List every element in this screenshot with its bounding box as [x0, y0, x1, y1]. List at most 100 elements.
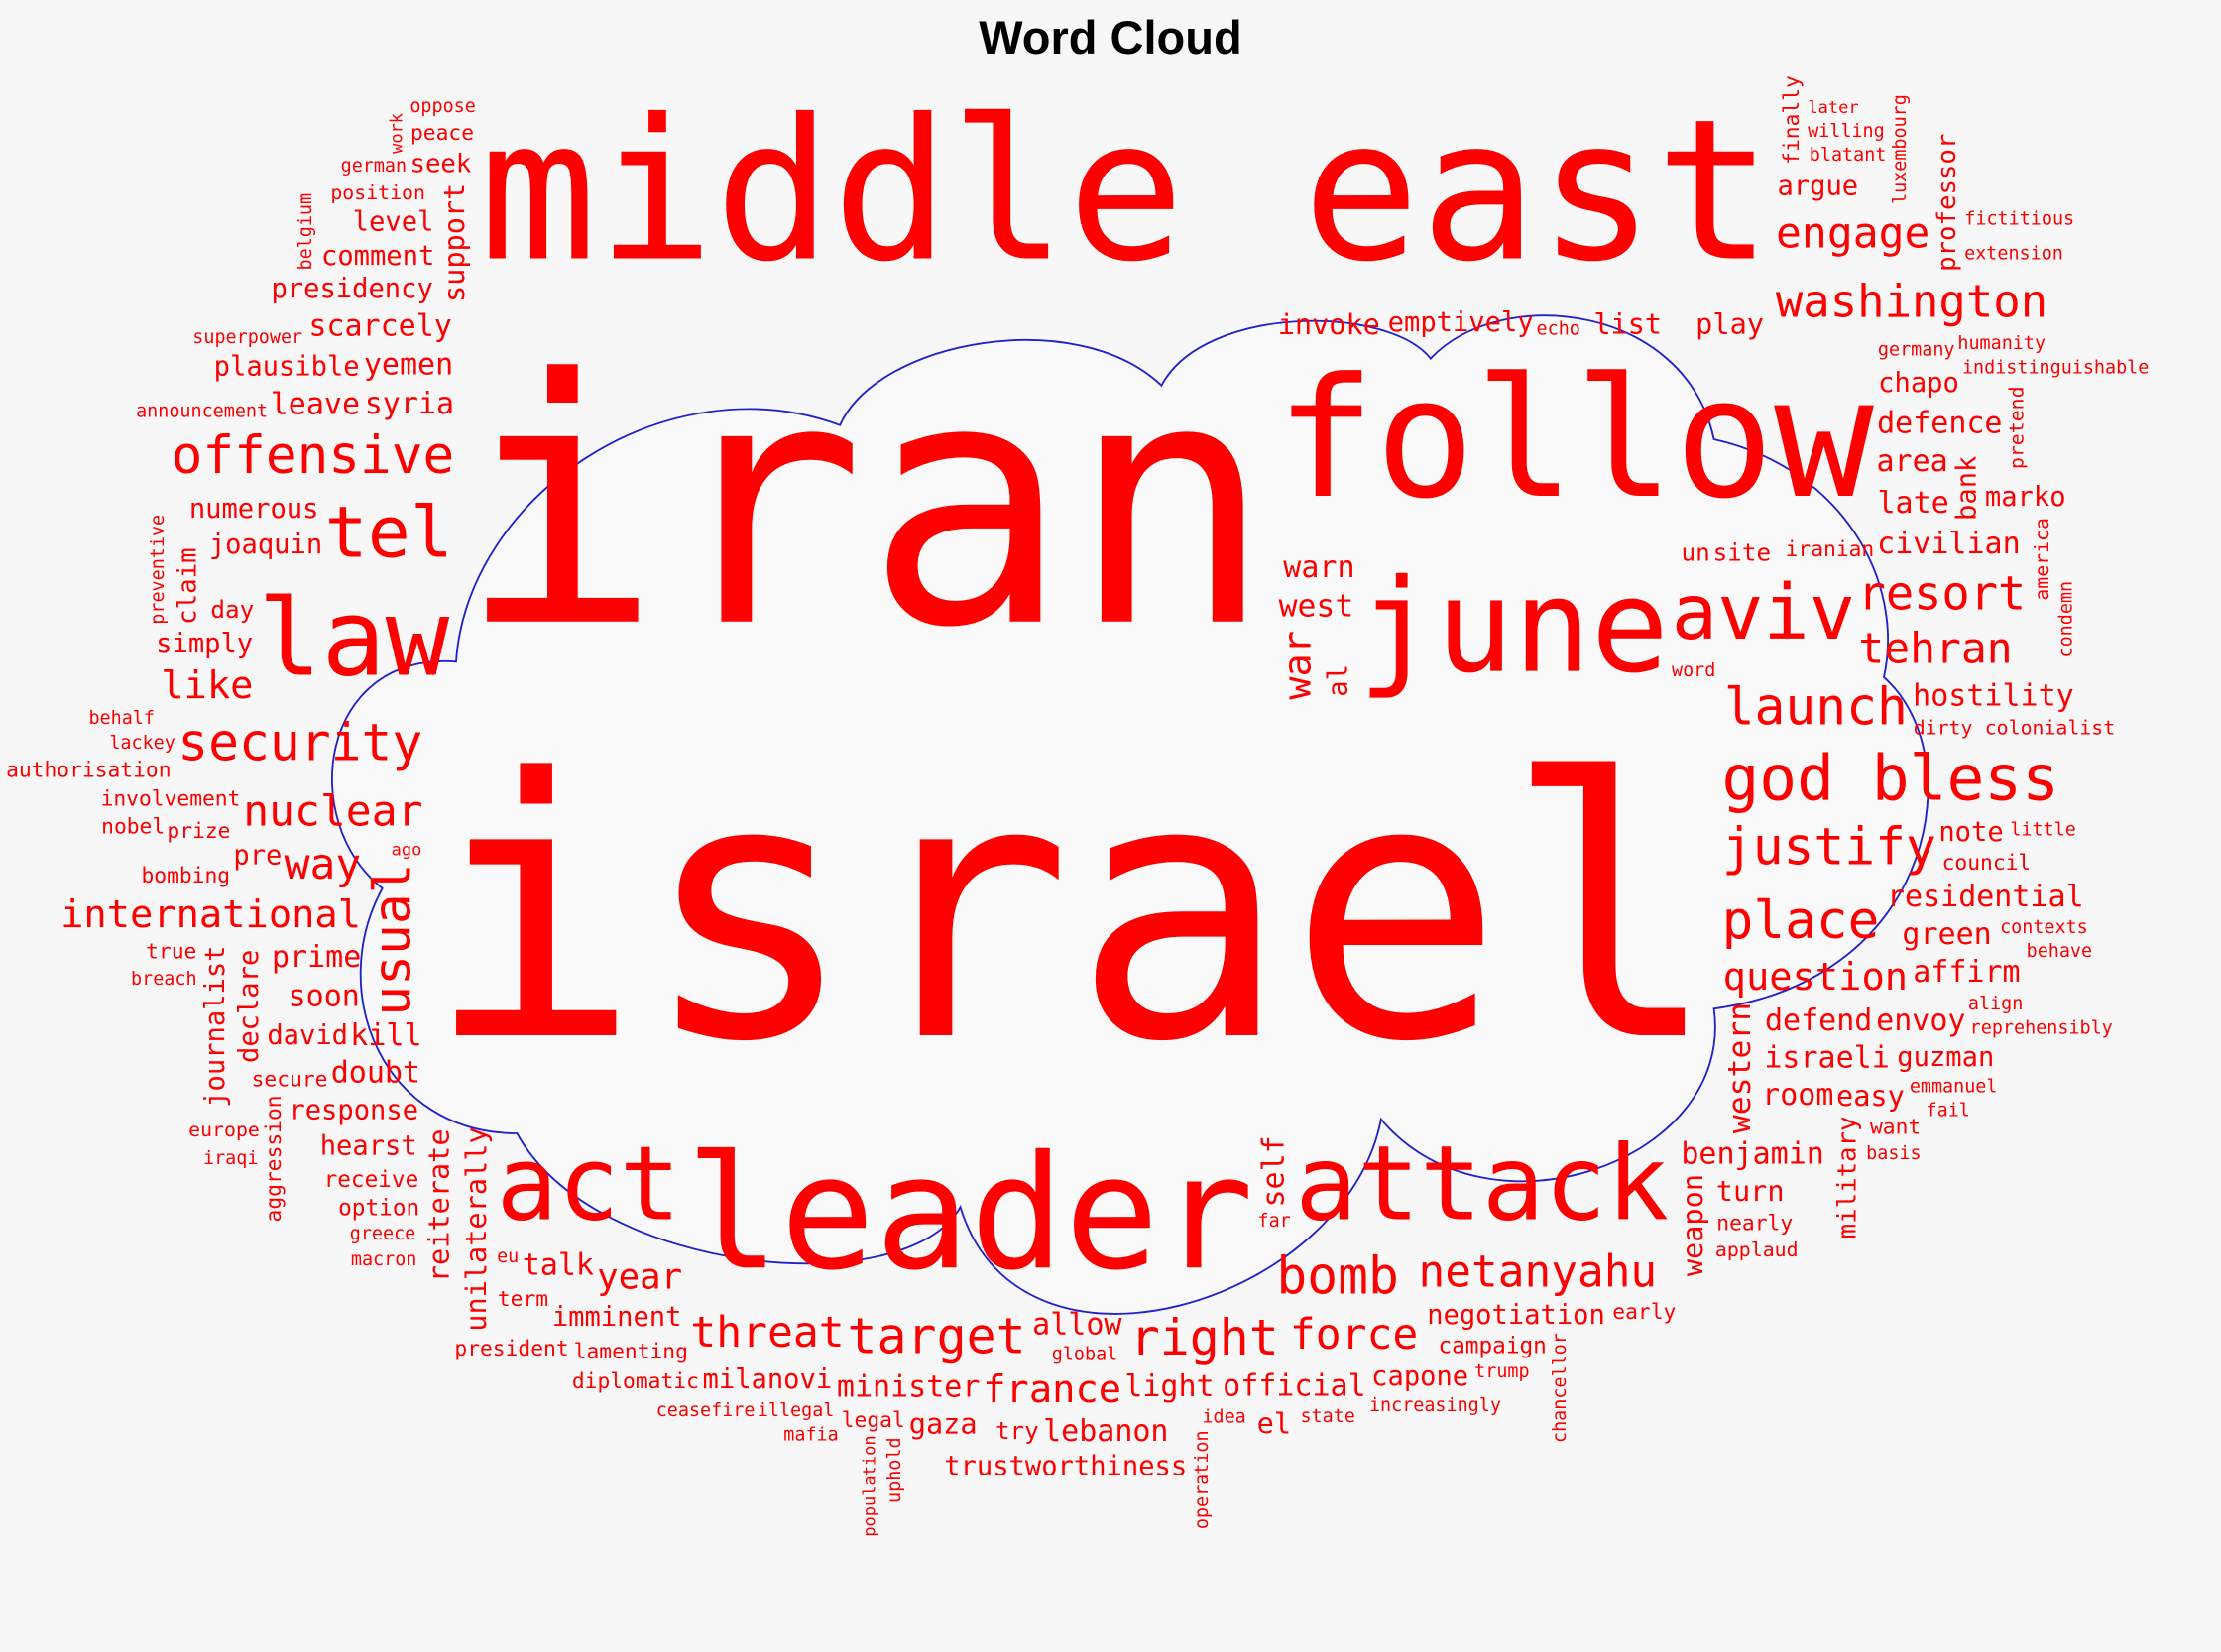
- word-aviv: aviv: [1672, 569, 1855, 657]
- word-david: david: [267, 1020, 348, 1051]
- word-contexts: contexts: [2000, 917, 2088, 938]
- word-trump: trump: [1474, 1361, 1529, 1382]
- word-dirty: dirty: [1914, 717, 1973, 740]
- word-ceasefire: ceasefire: [656, 1400, 756, 1421]
- word-reiterate: reiterate: [422, 1128, 456, 1282]
- word-emptively: emptively: [1388, 307, 1534, 338]
- word-affirm: affirm: [1913, 955, 2020, 990]
- word-announcement: announcement: [136, 401, 268, 421]
- word-year: year: [597, 1257, 682, 1298]
- word-leader: leader: [685, 1122, 1253, 1305]
- word-receive: receive: [324, 1167, 419, 1193]
- chart-title: Word Cloud: [979, 11, 1242, 63]
- word-fail: fail: [1927, 1101, 1970, 1121]
- word-condemn: condemn: [2055, 581, 2076, 658]
- word-justify: justify: [1722, 817, 1936, 877]
- word-defence: defence: [1877, 406, 2002, 440]
- word-easy: easy: [1836, 1079, 1905, 1113]
- word-peace: peace: [410, 121, 474, 146]
- word-macron: macron: [351, 1249, 417, 1270]
- word-launch: launch: [1724, 678, 1908, 738]
- word-way: way: [285, 840, 362, 889]
- word-god-bless: god bless: [1721, 743, 2059, 815]
- word-israel: israel: [425, 704, 1720, 1121]
- word-prime: prime: [272, 940, 361, 975]
- word-place: place: [1722, 890, 1880, 951]
- word-pretend: pretend: [2006, 386, 2029, 469]
- word-true: true: [146, 939, 196, 964]
- word-talk: talk: [523, 1247, 594, 1282]
- word-declare: declare: [234, 950, 265, 1063]
- word-tel: tel: [325, 492, 453, 574]
- word-greece: greece: [350, 1224, 415, 1244]
- word-civilian: civilian: [1877, 527, 2020, 561]
- word-marko: marko: [1985, 482, 2066, 513]
- word-involvement: involvement: [101, 786, 241, 811]
- word-nearly: nearly: [1716, 1212, 1793, 1237]
- cloud-outline: [331, 314, 1929, 1315]
- word-site: site: [1713, 538, 1771, 567]
- word-western: western: [1722, 1003, 1758, 1133]
- word-extension: extension: [1964, 244, 2063, 265]
- word-breach: breach: [131, 969, 197, 990]
- word-attack: attack: [1295, 1122, 1669, 1243]
- word-indistinguishable: indistinguishable: [1962, 358, 2149, 379]
- word-yemen: yemen: [364, 348, 453, 383]
- word-nuclear: nuclear: [243, 786, 422, 836]
- word-netanyahu: netanyahu: [1419, 1247, 1658, 1298]
- word-echo: echo: [1537, 319, 1580, 340]
- word-hostility: hostility: [1913, 679, 2074, 714]
- word-invoke: invoke: [1278, 307, 1380, 341]
- word-authorisation: authorisation: [6, 758, 171, 782]
- word-military: military: [1833, 1117, 1863, 1239]
- word-nobel: nobel: [101, 815, 165, 840]
- word-belgium: belgium: [295, 193, 316, 271]
- word-chancellor: chancellor: [1550, 1333, 1571, 1443]
- word-milanovi: milanovi: [703, 1364, 833, 1395]
- word-kill: kill: [350, 1018, 421, 1053]
- word-negotiation: negotiation: [1427, 1300, 1605, 1331]
- word-benjamin: benjamin: [1681, 1137, 1823, 1172]
- word-israeli: israeli: [1764, 1041, 1889, 1076]
- word-blatant: blatant: [1810, 145, 1887, 166]
- word-term: term: [498, 1287, 548, 1312]
- word-area: area: [1876, 444, 1947, 479]
- word-residential: residential: [1887, 880, 2084, 914]
- word-early: early: [1612, 1300, 1676, 1325]
- word-lackey: lackey: [109, 733, 175, 754]
- word-preventive: preventive: [148, 515, 169, 625]
- word-mafia: mafia: [783, 1425, 838, 1446]
- word-guzman: guzman: [1897, 1042, 1994, 1073]
- word-tehran: tehran: [1858, 624, 2012, 673]
- word-professor: professor: [1932, 134, 1962, 272]
- word-applaud: applaud: [1715, 1239, 1799, 1261]
- word-scarcely: scarcely: [308, 309, 452, 344]
- word-willing: willing: [1808, 121, 1885, 142]
- word-allow: allow: [1032, 1308, 1122, 1343]
- word-response: response: [289, 1096, 418, 1126]
- word-list: list: [1593, 307, 1662, 341]
- word-lebanon: lebanon: [1043, 1414, 1168, 1449]
- word-simply: simply: [156, 629, 253, 659]
- word-imminent: imminent: [552, 1302, 682, 1333]
- word-right: right: [1130, 1309, 1279, 1366]
- word-far: far: [1258, 1211, 1291, 1232]
- word-later: later: [1808, 98, 1858, 118]
- word-word: word: [1672, 660, 1715, 681]
- word-force: force: [1290, 1310, 1418, 1359]
- word-warn: warn: [1283, 550, 1354, 585]
- word-chapo: chapo: [1878, 368, 1959, 399]
- word-capone: capone: [1371, 1361, 1468, 1392]
- word-international: international: [60, 892, 361, 937]
- word-joaquin: joaquin: [209, 530, 322, 560]
- word-increasingly: increasingly: [1369, 1395, 1501, 1416]
- word-presidency: presidency: [271, 274, 432, 304]
- word-iraqi: iraqi: [203, 1148, 258, 1169]
- word-late: late: [1877, 486, 1948, 521]
- word-security: security: [177, 713, 422, 772]
- word-operation: operation: [1192, 1430, 1213, 1529]
- word-uphold: uphold: [884, 1437, 905, 1503]
- word-diplomatic: diplomatic: [572, 1369, 699, 1394]
- word-prize: prize: [167, 819, 230, 844]
